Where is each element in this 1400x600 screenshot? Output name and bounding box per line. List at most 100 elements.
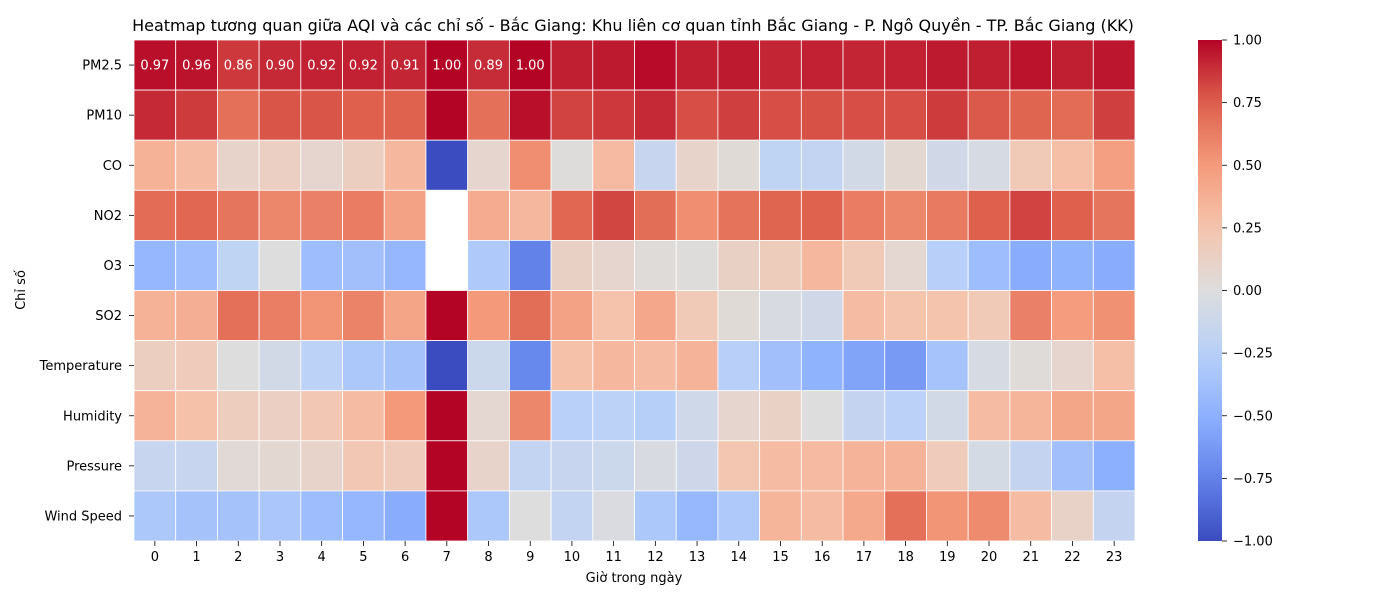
heatmap-cell (1009, 490, 1052, 542)
heatmap-cell (258, 440, 302, 492)
x-tick-label: 21 (1022, 550, 1039, 565)
heatmap-cell (1051, 39, 1094, 91)
heatmap-cell (217, 189, 260, 241)
heatmap-cell (842, 390, 886, 442)
heatmap-cell (800, 39, 844, 91)
heatmap-cell (717, 139, 761, 191)
heatmap-cell (759, 340, 802, 392)
colorbar-tick-label: −1.00 (1233, 535, 1273, 550)
heatmap-cell (508, 239, 552, 291)
heatmap-cell (675, 340, 719, 392)
heatmap-cell (842, 490, 886, 542)
heatmap-cell (717, 340, 761, 392)
heatmap-cell (383, 440, 427, 492)
heatmap-cell (717, 239, 761, 291)
heatmap-cell (342, 239, 385, 291)
x-tick-label: 8 (484, 550, 492, 565)
heatmap-cell (842, 139, 886, 191)
heatmap-cell (1009, 290, 1052, 341)
heatmap-cell (508, 139, 552, 191)
heatmap-cell (926, 89, 969, 141)
heatmap-cell (342, 490, 385, 542)
heatmap-cell (383, 189, 427, 241)
heatmap-cell (467, 490, 510, 542)
heatmap-cell (1009, 440, 1052, 492)
heatmap-cell (1092, 340, 1136, 392)
heatmap-cell (967, 490, 1011, 542)
cell-annotation: 0.91 (391, 59, 420, 74)
heatmap-cell (508, 39, 552, 91)
heatmap-cell (467, 89, 510, 141)
heatmap-cell (759, 390, 802, 442)
heatmap-cell (926, 490, 969, 542)
colorbar-tick-label: 0.00 (1233, 284, 1262, 299)
heatmap-cell (1092, 89, 1136, 141)
x-tick-label: 16 (814, 550, 831, 565)
heatmap-cell (467, 239, 510, 291)
cell-annotation: 1.00 (516, 59, 545, 74)
heatmap-cell (592, 139, 635, 191)
heatmap-cell (675, 139, 719, 191)
heatmap-cell (550, 89, 594, 141)
heatmap-cell (258, 290, 302, 341)
colorbar (1198, 40, 1222, 541)
heatmap-cell (634, 440, 677, 492)
heatmap-cell (342, 440, 385, 492)
y-tick-label: Temperature (39, 359, 122, 374)
heatmap-cell (967, 440, 1011, 492)
heatmap-cells (133, 39, 1136, 542)
heatmap-cell (175, 189, 218, 241)
heatmap-cell (759, 89, 802, 141)
heatmap-cell (675, 290, 719, 341)
heatmap-cell (1009, 239, 1052, 291)
heatmap-cell (675, 390, 719, 442)
colorbar-tick-label: 0.50 (1233, 159, 1262, 174)
heatmap-cell (842, 189, 886, 241)
heatmap-cell (508, 340, 552, 392)
heatmap-cell (300, 340, 343, 392)
heatmap-cell (967, 89, 1011, 141)
heatmap-cell (300, 390, 343, 442)
heatmap-cell (258, 139, 302, 191)
heatmap-cell (926, 340, 969, 392)
heatmap-cell (926, 440, 969, 492)
heatmap-cell (300, 490, 343, 542)
heatmap-cell (258, 390, 302, 442)
heatmap-cell (634, 89, 677, 141)
heatmap-cell (592, 440, 635, 492)
y-tick-label: SO2 (95, 309, 122, 324)
heatmap-cell (133, 440, 177, 492)
heatmap-cell (717, 39, 761, 91)
heatmap-cell (675, 89, 719, 141)
x-tick-label: 22 (1064, 550, 1081, 565)
heatmap-cell (217, 290, 260, 341)
heatmap-cell (550, 390, 594, 442)
x-tick-label: 19 (939, 550, 956, 565)
x-tick-label: 14 (730, 550, 747, 565)
heatmap-cell (1009, 189, 1052, 241)
heatmap-cell (133, 239, 177, 291)
heatmap-cell (383, 390, 427, 442)
heatmap-cell (175, 89, 218, 141)
heatmap-cell (217, 440, 260, 492)
heatmap-cell (425, 89, 469, 141)
heatmap-cell (1051, 189, 1094, 241)
heatmap-cell (592, 89, 635, 141)
heatmap-cell (800, 490, 844, 542)
heatmap-cell (383, 139, 427, 191)
heatmap-cell (342, 89, 385, 141)
heatmap-cell (425, 39, 469, 91)
heatmap-cell (550, 39, 594, 91)
heatmap-cell (717, 490, 761, 542)
heatmap-cell (675, 39, 719, 91)
heatmap-cell (842, 440, 886, 492)
cell-annotation: 0.92 (349, 59, 378, 74)
heatmap-cell (1009, 139, 1052, 191)
heatmap-cell (717, 390, 761, 442)
heatmap-cell (550, 290, 594, 341)
heatmap-cell (133, 39, 177, 91)
heatmap-cell (800, 390, 844, 442)
y-tick-label: O3 (103, 259, 122, 274)
colorbar-tick-label: −0.50 (1233, 409, 1273, 424)
heatmap-cell (300, 189, 343, 241)
